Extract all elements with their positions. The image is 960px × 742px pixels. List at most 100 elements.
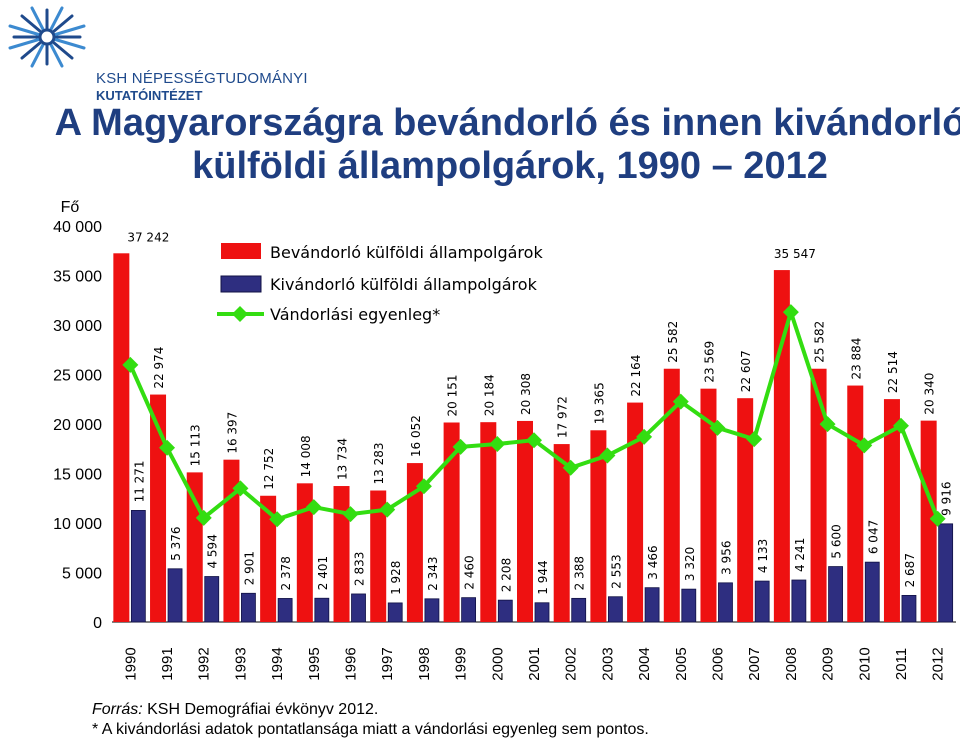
balance-point — [562, 459, 579, 476]
x-tick-label: 2007 — [746, 647, 763, 680]
emigration-bar — [534, 602, 550, 623]
immigration-value-label: 35 547 — [774, 247, 816, 261]
immigration-value-label: 23 884 — [849, 338, 863, 380]
chart-title-line2: külföldi állampolgárok, 1990 – 2012 — [192, 145, 828, 187]
emigration-value-label: 2 378 — [279, 556, 293, 590]
balance-point — [415, 478, 432, 495]
emigration-value-label: 1 928 — [389, 561, 403, 595]
immigration-bar — [920, 420, 937, 622]
emigration-bar — [314, 597, 330, 623]
emigration-value-label: 3 466 — [646, 545, 660, 579]
immigration-value-label: 16 052 — [409, 415, 423, 457]
emigration-bar — [387, 602, 403, 623]
balance-point — [305, 499, 322, 516]
balance-point — [159, 439, 176, 456]
balance-point — [819, 416, 836, 433]
legend-swatch-emigration — [220, 275, 262, 293]
immigration-value-label: 13 283 — [372, 442, 386, 484]
emigration-value-label: 2 460 — [463, 555, 477, 589]
emigration-value-label: 2 687 — [903, 553, 917, 587]
emigration-value-label: 2 401 — [316, 556, 330, 590]
x-axis: 1990 1991 1992 1993 1994 1995 1996 1997 1998 1999… — [122, 647, 946, 680]
immigration-bar — [737, 398, 754, 622]
immigration-bar — [406, 463, 423, 622]
immigration-bar — [260, 495, 277, 622]
x-tick-label: 1992 — [196, 647, 213, 680]
emigration-value-label: 2 343 — [426, 556, 440, 590]
x-tick-label: 1998 — [416, 647, 433, 680]
legend-swatch-balance-marker — [232, 306, 248, 322]
balance-point — [269, 511, 286, 528]
balance-point — [672, 393, 689, 410]
x-tick-label: 2001 — [526, 647, 543, 680]
immigration-bar — [296, 483, 313, 622]
immigration-bar — [517, 420, 533, 622]
emigration-value-label: 5 376 — [169, 526, 183, 560]
y-axis-label: Fő — [61, 199, 80, 216]
chart-title-line1: A Magyarországra bevándorló és innen kiv… — [54, 102, 960, 144]
balance-point — [526, 432, 542, 449]
balance-point — [122, 356, 139, 373]
emigration-value-label: 2 208 — [499, 558, 513, 592]
emigration-bar — [754, 580, 770, 623]
emigration-bar — [461, 597, 477, 623]
immigration-bar — [113, 253, 130, 622]
immigration-value-label: 12 752 — [262, 448, 276, 490]
immigration-value-label: 16 397 — [225, 412, 239, 454]
x-tick-label: 1990 — [122, 647, 139, 680]
emigration-value-label: 2 901 — [242, 551, 256, 585]
immigration-value-label: 19 365 — [592, 382, 606, 424]
legend-swatch-immigration — [221, 243, 261, 259]
x-tick-label: 2011 — [893, 648, 910, 680]
y-tick-label: 40 000 — [53, 219, 102, 236]
balance-point — [452, 438, 469, 455]
emigration-bar — [864, 561, 880, 623]
emigration-bar — [681, 588, 697, 623]
immigration-bar — [590, 430, 607, 622]
emigration-value-label: 3 320 — [683, 547, 697, 581]
emigration-value-label: 1 944 — [536, 560, 550, 594]
balance-point — [709, 419, 726, 436]
emigration-value-label: 11 271 — [132, 460, 146, 502]
emigration-bar — [938, 523, 954, 623]
emigration-value-label: 2 553 — [609, 554, 623, 588]
immigration-value-label: 22 164 — [629, 355, 643, 397]
x-tick-label: 2010 — [856, 647, 873, 680]
chart-title: A Magyarországra bevándorló és innen kiv… — [0, 102, 960, 188]
legend-label-emigration: Kivándorló külföldi állampolgárok — [270, 275, 538, 294]
y-tick-label: 5 000 — [62, 566, 102, 583]
balance-point — [782, 304, 799, 321]
y-tick-label: 15 000 — [53, 467, 102, 484]
immigration-value-label: 13 734 — [336, 438, 350, 480]
immigration-value-label: 20 184 — [482, 374, 496, 416]
balance-point — [379, 501, 396, 518]
x-tick-label: 2012 — [930, 647, 947, 680]
emigration-value-label: 2 388 — [573, 556, 587, 590]
immigration-value-label: 25 582 — [813, 321, 827, 363]
immigration-bar — [553, 444, 570, 622]
x-tick-label: 2008 — [783, 647, 800, 680]
emigration-value-label: 4 133 — [756, 539, 770, 573]
footnote: * A kivándorlási adatok pontatlansága mi… — [92, 721, 649, 738]
immigration-bar — [150, 394, 167, 622]
x-tick-label: 1997 — [379, 647, 396, 680]
y-tick-label: 35 000 — [53, 269, 102, 286]
emigration-bar — [571, 597, 587, 623]
balance-point — [856, 437, 873, 454]
emigration-bar — [424, 598, 440, 623]
org-name-line2: KUTATÓINTÉZET — [96, 88, 203, 103]
immigration-bar — [480, 422, 497, 622]
y-tick-label: 0 — [93, 615, 102, 632]
balance-point — [342, 506, 359, 523]
immigration-value-label: 22 514 — [886, 351, 900, 393]
source-text: KSH Demográfiai évkönyv 2012. — [142, 701, 379, 718]
immigration-value-label: 25 582 — [666, 321, 680, 363]
source-note: Forrás: KSH Demográfiai évkönyv 2012. * … — [92, 700, 649, 740]
emigration-bar — [204, 576, 220, 623]
x-tick-label: 2009 — [820, 647, 837, 680]
immigration-value-label: 22 974 — [152, 347, 166, 389]
balance-point — [636, 428, 653, 445]
x-tick-label: 2003 — [599, 647, 616, 680]
immigration-bar — [700, 388, 717, 622]
x-tick-label: 2004 — [636, 647, 653, 680]
